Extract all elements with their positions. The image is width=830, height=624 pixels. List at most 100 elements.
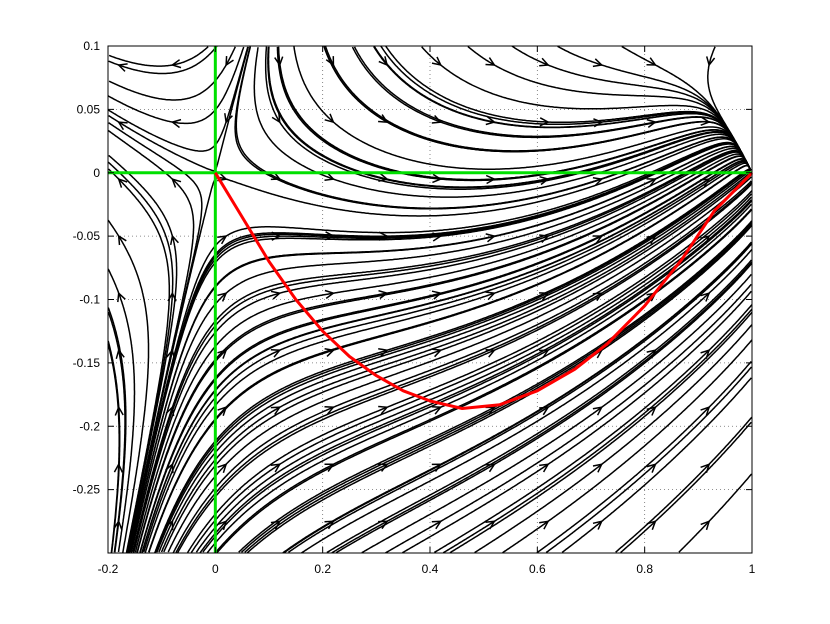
streamline bbox=[108, 46, 250, 172]
streamline-arrow bbox=[270, 463, 282, 473]
streamline bbox=[474, 324, 753, 554]
streamline-arrow bbox=[485, 57, 496, 66]
streamline-arrow bbox=[700, 406, 711, 416]
streamline bbox=[176, 183, 752, 554]
streamline-arrow bbox=[485, 291, 496, 301]
streamline bbox=[134, 153, 752, 553]
y-tick-label: 0.05 bbox=[77, 102, 101, 116]
streamline bbox=[561, 377, 752, 554]
streamline bbox=[202, 200, 753, 553]
streamline-arrow bbox=[431, 114, 443, 124]
streamline-arrow bbox=[431, 520, 443, 530]
streamline-arrow bbox=[646, 520, 657, 530]
x-tick-label: 0.4 bbox=[422, 562, 439, 576]
streamline bbox=[127, 138, 752, 553]
streamline bbox=[139, 158, 752, 553]
streamline-arrows bbox=[113, 56, 716, 531]
streamline bbox=[107, 268, 136, 553]
streamline-arrow bbox=[700, 349, 711, 359]
streamline-arrow bbox=[539, 234, 550, 244]
streamline bbox=[195, 196, 752, 553]
streamline-arrow bbox=[432, 173, 443, 184]
streamline-arrow bbox=[700, 235, 711, 245]
tick-labels: -0.2 0 0.2 0.4 0.6 0.8 1 0.1 0.05 0 -0.05 -0.1 -0.15… bbox=[73, 39, 756, 576]
streamline-arrow bbox=[325, 56, 335, 67]
streamline-arrow bbox=[270, 520, 282, 530]
streamline-arrow bbox=[592, 406, 604, 416]
streamline-arrow bbox=[115, 348, 125, 360]
streamline bbox=[107, 219, 150, 553]
streamline bbox=[293, 45, 752, 171]
streamline-arrow bbox=[592, 177, 604, 186]
nullcline-lines bbox=[108, 46, 752, 553]
streamline-arrow bbox=[378, 520, 389, 530]
streamline-arrow bbox=[705, 56, 716, 67]
streamline bbox=[380, 45, 752, 171]
y-tick-label: -0.05 bbox=[73, 229, 101, 243]
streamline bbox=[323, 45, 752, 170]
streamline-arrow bbox=[164, 519, 174, 531]
streamline-arrow bbox=[432, 232, 443, 242]
streamline bbox=[108, 45, 218, 75]
streamline bbox=[128, 141, 752, 553]
streamline-arrow bbox=[114, 405, 124, 416]
streamline-arrow bbox=[270, 171, 282, 181]
streamline bbox=[160, 172, 751, 553]
streamline bbox=[128, 143, 752, 553]
streamline-arrow bbox=[378, 56, 389, 67]
y-tick-label: 0.1 bbox=[83, 39, 100, 53]
streamline-arrow bbox=[592, 463, 604, 473]
streamline-arrow bbox=[117, 291, 126, 303]
streamlines bbox=[107, 45, 753, 554]
streamline bbox=[235, 46, 752, 209]
streamline-arrow bbox=[117, 177, 128, 188]
streamline bbox=[615, 416, 753, 553]
streamline bbox=[536, 360, 752, 554]
streamline-arrow bbox=[117, 234, 127, 246]
streamline bbox=[147, 164, 752, 553]
streamline bbox=[107, 307, 127, 553]
streamline-arrow bbox=[169, 234, 179, 246]
streamline-arrow bbox=[224, 113, 233, 124]
streamline-arrow bbox=[324, 348, 335, 357]
streamline-arrow bbox=[539, 520, 550, 530]
streamline-arrow bbox=[431, 56, 443, 67]
streamline-arrow bbox=[117, 121, 128, 131]
y-tick-label: -0.25 bbox=[73, 483, 101, 497]
streamline-arrow bbox=[646, 235, 657, 245]
streamline bbox=[144, 162, 752, 553]
streamline bbox=[108, 46, 209, 67]
streamline bbox=[361, 273, 752, 554]
streamline bbox=[301, 249, 753, 554]
streamline-arrow bbox=[117, 63, 128, 72]
streamline-arrow bbox=[431, 406, 443, 415]
streamline bbox=[141, 160, 752, 554]
streamline-arrow bbox=[431, 290, 443, 300]
streamline-arrow bbox=[539, 349, 550, 358]
streamline-arrow bbox=[271, 231, 282, 241]
streamline bbox=[449, 311, 753, 554]
streamline bbox=[433, 304, 753, 554]
streamline-arrow bbox=[113, 462, 124, 473]
x-tick-label: 0 bbox=[212, 562, 219, 576]
streamline bbox=[421, 46, 752, 171]
streamline-arrow bbox=[324, 113, 335, 124]
streamline-arrow bbox=[165, 462, 174, 474]
x-tick-label: 0.6 bbox=[529, 562, 546, 576]
streamline bbox=[130, 147, 752, 553]
streamline bbox=[287, 243, 753, 553]
streamline-arrow bbox=[485, 174, 497, 185]
streamline bbox=[282, 241, 752, 554]
streamline-arrow bbox=[700, 292, 711, 302]
streamline-arrow bbox=[324, 231, 336, 241]
streamline-arrow bbox=[170, 118, 182, 129]
streamline bbox=[107, 46, 245, 125]
streamline bbox=[107, 46, 249, 152]
streamline bbox=[351, 46, 752, 171]
streamline-arrow bbox=[270, 349, 282, 358]
streamline-arrow bbox=[539, 292, 550, 301]
streamline-arrow bbox=[378, 231, 389, 241]
streamline-arrow bbox=[324, 463, 335, 472]
streamline bbox=[133, 151, 752, 553]
